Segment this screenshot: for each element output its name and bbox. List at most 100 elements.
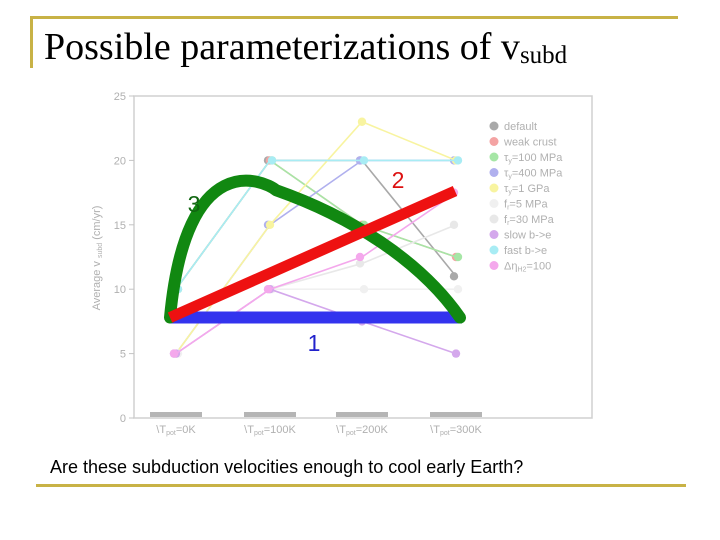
series-point bbox=[449, 220, 459, 229]
legend-entry-text: weak crust bbox=[503, 137, 557, 149]
series-point bbox=[169, 349, 179, 358]
x-tick-label: \Tpot=300K bbox=[430, 424, 482, 437]
legend-entry: τy=1 GPa bbox=[504, 183, 550, 196]
legend-entry-text: Δη bbox=[504, 261, 517, 273]
title-accent-rule-top bbox=[30, 16, 678, 19]
x-tick-label-subscript: pot bbox=[166, 430, 176, 437]
legend-entry-text: f bbox=[504, 214, 508, 226]
x-tick-label-subscript: pot bbox=[254, 430, 264, 437]
series-point bbox=[451, 349, 461, 358]
category-bar bbox=[336, 412, 388, 417]
x-tick-label-prefix: \T bbox=[336, 424, 346, 436]
series-point bbox=[453, 285, 463, 294]
legend-marker bbox=[489, 152, 499, 162]
x-tick-label-suffix: =200K bbox=[356, 424, 389, 436]
category-bar bbox=[244, 412, 296, 417]
legend-entry-subscript: y bbox=[508, 174, 512, 181]
annotation-1-label: 1 bbox=[308, 330, 321, 356]
legend-marker bbox=[489, 261, 499, 270]
legend-marker bbox=[489, 214, 499, 224]
legend-marker bbox=[489, 199, 499, 208]
y-tick-label: 20 bbox=[114, 155, 126, 167]
y-axis-title-subscript: subd bbox=[97, 243, 104, 258]
legend-entry: weak crust bbox=[503, 137, 557, 149]
legend-entry-text: =1 GPa bbox=[512, 183, 550, 195]
series-point bbox=[355, 259, 365, 268]
legend-marker bbox=[489, 137, 499, 146]
legend-entry-text: τ bbox=[504, 168, 509, 180]
series-point bbox=[267, 156, 277, 165]
series-point bbox=[449, 272, 459, 281]
legend-entry-subscript: H2 bbox=[517, 267, 526, 274]
title-accent-rule-left bbox=[30, 16, 33, 68]
y-tick-label: 0 bbox=[120, 413, 126, 425]
x-tick-label: \Tpot=0K bbox=[156, 424, 196, 437]
legend-entry-text: =5 MPa bbox=[509, 199, 548, 211]
series-line bbox=[175, 159, 456, 290]
legend-entry: ΔηH2=100 bbox=[504, 261, 551, 274]
legend-entry-text: =100 bbox=[526, 261, 551, 273]
x-tick-label: \Tpot=200K bbox=[336, 424, 388, 437]
legend-entry-subscript: y bbox=[508, 189, 512, 196]
legend-marker bbox=[489, 168, 499, 177]
series-point bbox=[263, 285, 273, 294]
annotation-2-label: 2 bbox=[392, 167, 405, 193]
x-tick-label-subscript: pot bbox=[346, 430, 356, 437]
legend-marker bbox=[489, 183, 499, 193]
legend-entry-text: fast b->e bbox=[504, 245, 547, 257]
category-bar bbox=[150, 412, 202, 417]
legend-entry: default bbox=[504, 121, 537, 133]
y-tick-label: 10 bbox=[114, 284, 126, 296]
slide-caption: Are these subduction velocities enough t… bbox=[50, 457, 524, 477]
legend-entry-text: slow b->e bbox=[504, 230, 551, 242]
legend-entry-subscript: y bbox=[508, 158, 512, 165]
annotation-3-curve bbox=[164, 174, 466, 324]
legend-entry: τy=400 MPa bbox=[504, 168, 563, 181]
series-point bbox=[453, 252, 463, 262]
slide-title-main: Possible parameterizations of v bbox=[44, 26, 520, 68]
legend-marker bbox=[489, 230, 499, 239]
legend-entry-text: default bbox=[504, 121, 537, 133]
y-axis-title-unit: (cm/yr) bbox=[91, 206, 103, 243]
legend-entry-text: =100 MPa bbox=[512, 152, 563, 164]
series-point bbox=[359, 156, 369, 165]
y-tick-label: 25 bbox=[114, 91, 126, 103]
legend-marker bbox=[489, 245, 499, 255]
series-point bbox=[355, 252, 365, 262]
y-tick-label: 5 bbox=[120, 349, 126, 361]
category-bar bbox=[430, 412, 482, 417]
x-tick-label-subscript: pot bbox=[440, 430, 450, 437]
legend-entry-text: τ bbox=[504, 152, 509, 164]
legend-entry: fr=5 MPa bbox=[504, 199, 549, 212]
legend-entry-subscript: r bbox=[507, 205, 510, 212]
legend-entry: τy=100 MPa bbox=[504, 152, 563, 165]
legend-entry-subscript: r bbox=[507, 220, 510, 227]
series-point bbox=[357, 117, 367, 126]
x-tick-label-suffix: =0K bbox=[176, 424, 197, 436]
x-tick-label-suffix: =300K bbox=[450, 424, 483, 436]
y-axis-title-main: Average v bbox=[91, 258, 103, 310]
legend-entry: fast b->e bbox=[504, 245, 547, 257]
slide-title-subscript: subd bbox=[519, 42, 568, 69]
series-point bbox=[453, 156, 463, 165]
x-tick-label-prefix: \T bbox=[244, 424, 254, 436]
series-point bbox=[359, 285, 369, 294]
legend-entry-text: τ bbox=[504, 183, 509, 195]
legend-entry-text: =400 MPa bbox=[512, 168, 563, 180]
x-tick-label-suffix: =100K bbox=[264, 424, 297, 436]
series-point bbox=[265, 220, 275, 229]
y-axis-title: Average v subd (cm/yr) bbox=[91, 206, 104, 311]
caption-accent-rule bbox=[36, 484, 686, 487]
x-tick-label-prefix: \T bbox=[156, 424, 166, 436]
legend-entry: fr=30 MPa bbox=[504, 214, 555, 227]
y-tick-label: 15 bbox=[114, 220, 126, 232]
x-tick-label-prefix: \T bbox=[430, 424, 440, 436]
legend-entry-text: f bbox=[504, 199, 508, 211]
legend-marker bbox=[489, 121, 499, 131]
x-tick-label: \Tpot=100K bbox=[244, 424, 296, 437]
legend-entry: slow b->e bbox=[504, 230, 551, 242]
slide-title: Possible parameterizations of vsubd bbox=[44, 28, 567, 68]
legend-entry-text: =30 MPa bbox=[509, 214, 554, 226]
annotation-3-label: 3 bbox=[188, 191, 201, 217]
